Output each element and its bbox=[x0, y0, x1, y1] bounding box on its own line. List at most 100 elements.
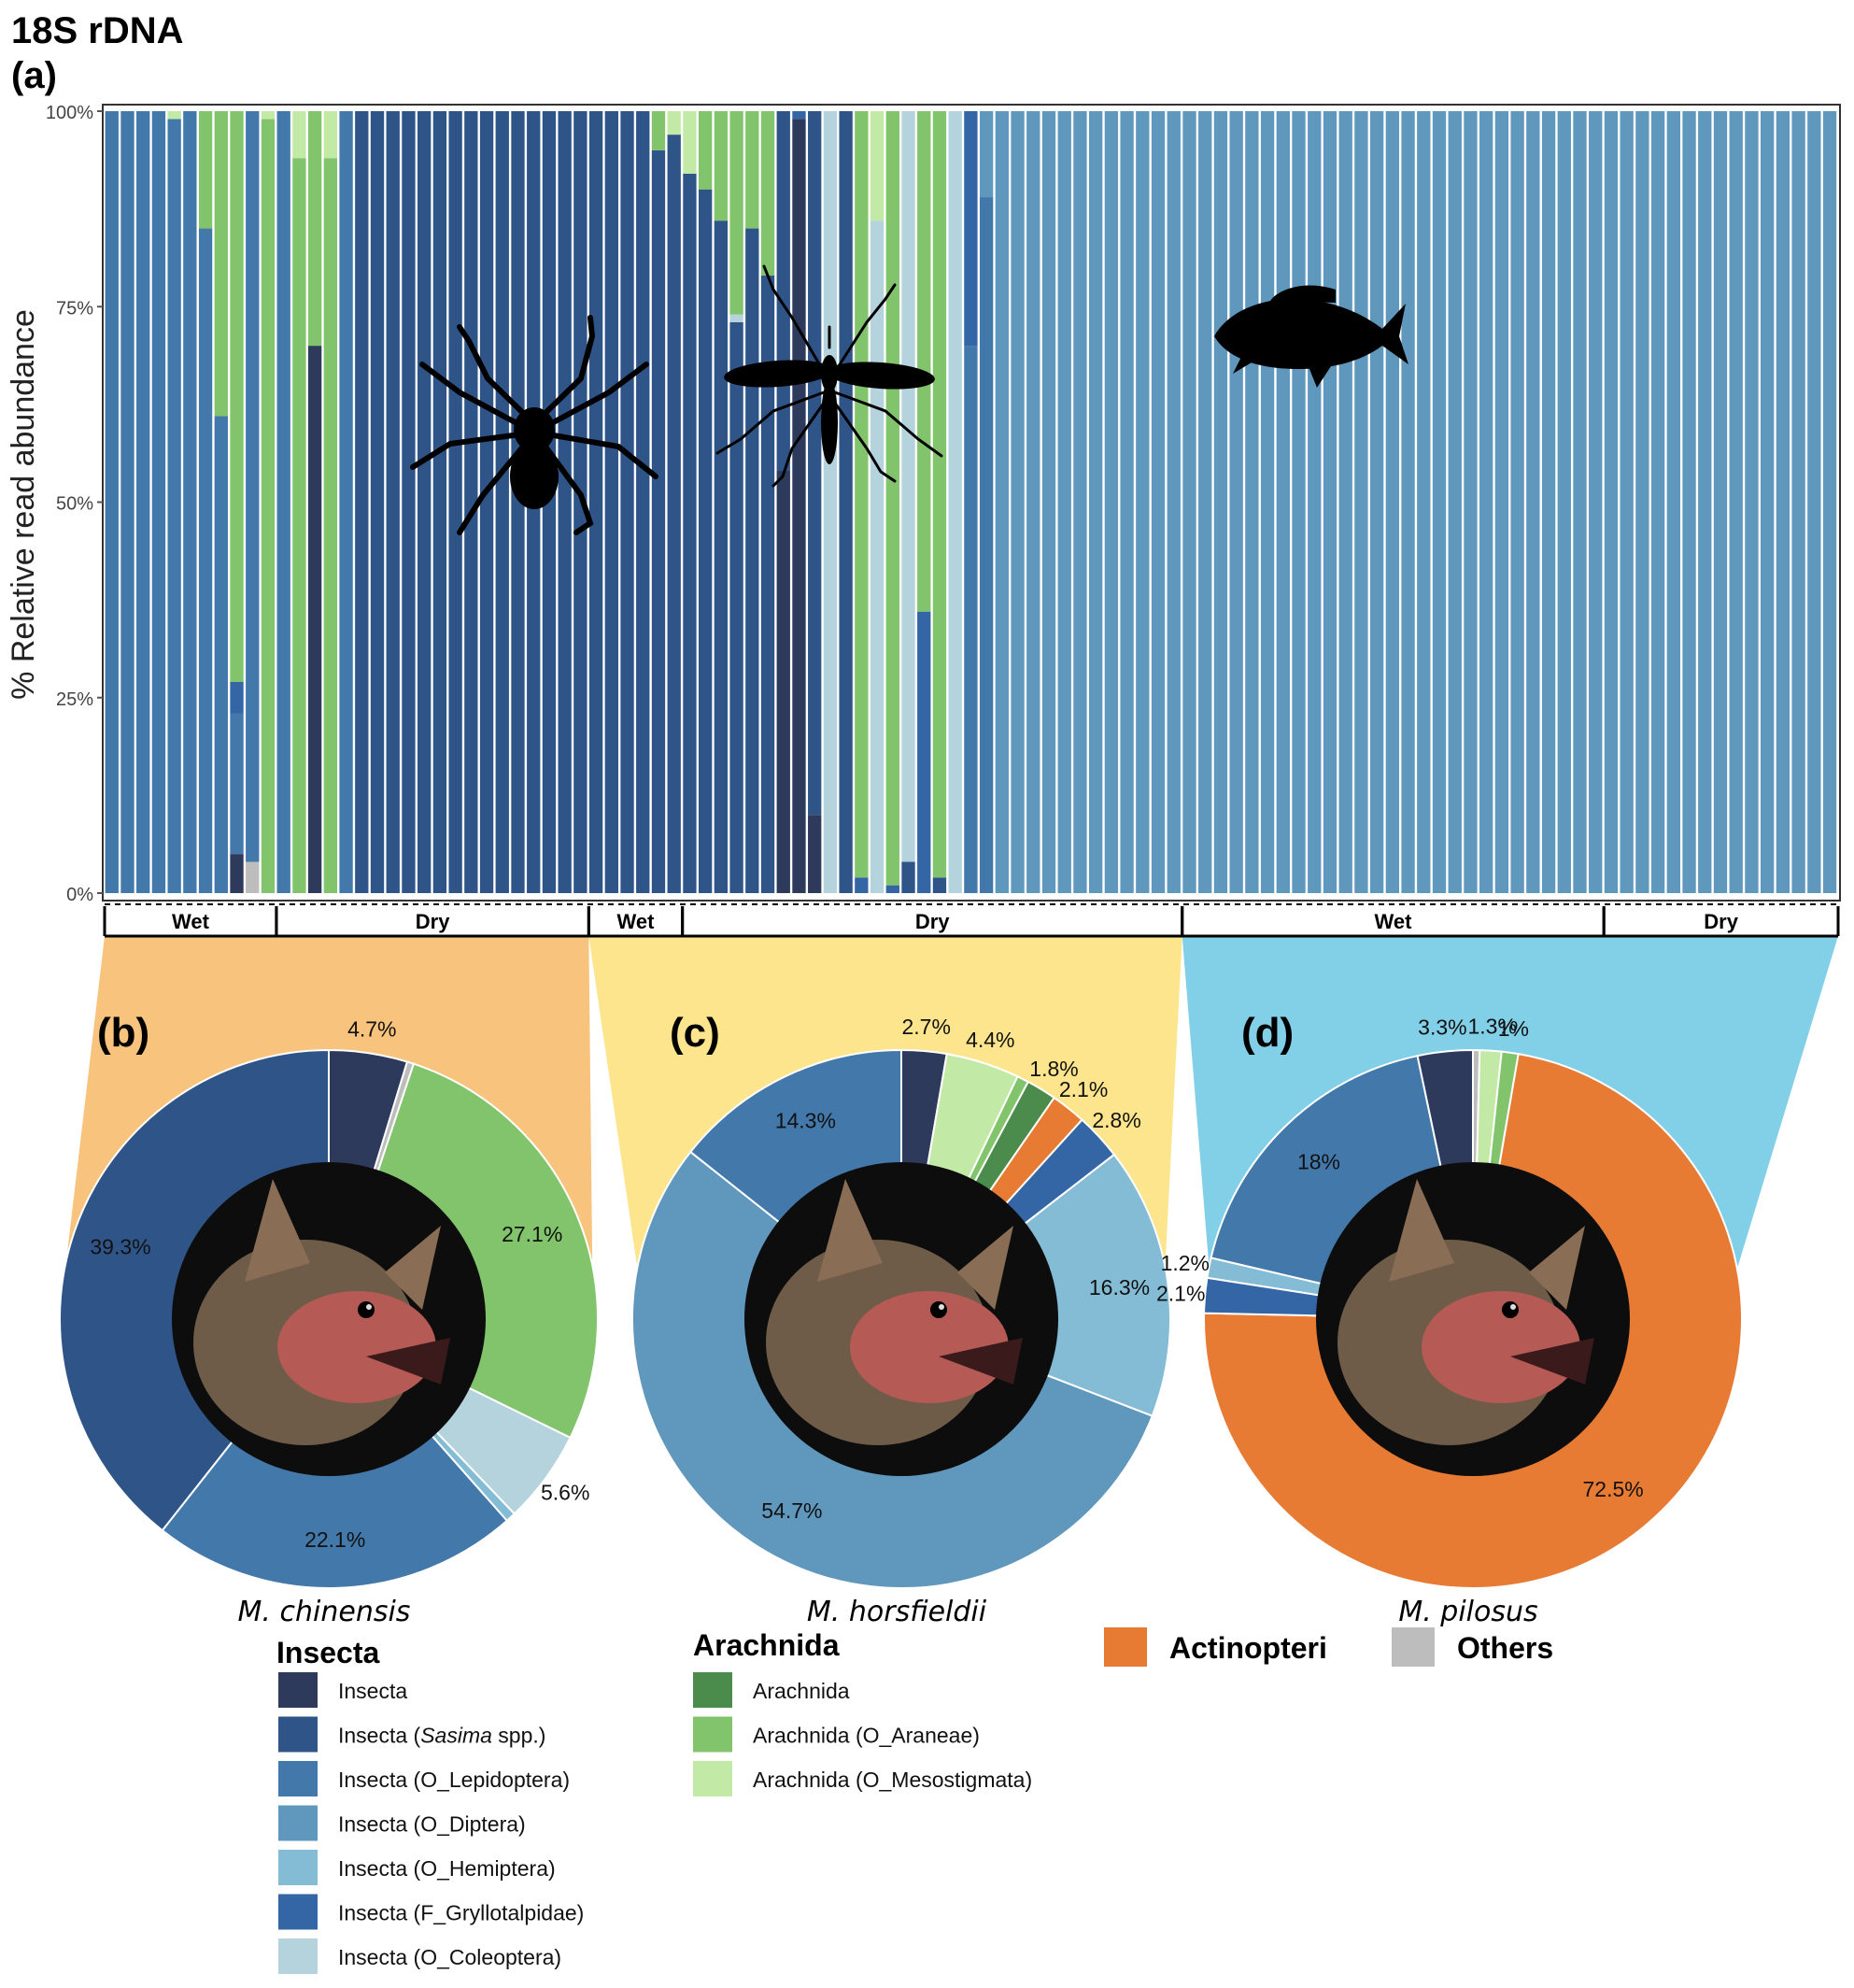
bar-segment-arn bbox=[932, 111, 947, 878]
legend-swatch bbox=[278, 1761, 318, 1796]
bar-segment-sas bbox=[932, 877, 947, 893]
pie-slice-label: 4.4% bbox=[966, 1028, 1014, 1052]
bar-column-60 bbox=[1041, 111, 1056, 893]
bar-segment-dip bbox=[1776, 111, 1790, 893]
bar-segment-sas bbox=[714, 220, 729, 893]
bar-column-50 bbox=[885, 111, 899, 893]
bat-head-illustration bbox=[1337, 1179, 1594, 1445]
bar-column-43 bbox=[776, 111, 790, 893]
bar-column-6 bbox=[198, 111, 213, 894]
legend-title-actinopteri: Actinopteri bbox=[1169, 1631, 1327, 1665]
bar-column-47 bbox=[839, 111, 853, 893]
legend-swatch bbox=[693, 1672, 732, 1708]
legend-label: Insecta (F_Gryllotalpidae) bbox=[338, 1901, 584, 1925]
bar-segment-arn bbox=[292, 158, 306, 894]
bar-segment-sas bbox=[464, 111, 478, 893]
bar-column-84 bbox=[1417, 111, 1431, 893]
bar-segment-dip bbox=[1666, 111, 1680, 893]
bar-segment-gry bbox=[792, 111, 806, 120]
bar-column-58 bbox=[1011, 111, 1025, 893]
pie-slice-label: 1.8% bbox=[1029, 1057, 1078, 1081]
bar-column-95 bbox=[1589, 111, 1603, 893]
bar-column-96 bbox=[1604, 111, 1619, 893]
y-tick-label: 25% bbox=[56, 689, 93, 710]
spider-icon bbox=[410, 315, 658, 535]
bar-column-45 bbox=[808, 111, 822, 893]
bar-column-90 bbox=[1510, 111, 1524, 893]
bar-column-41 bbox=[745, 111, 759, 894]
legend-swatch bbox=[278, 1938, 318, 1974]
bar-segment-dip bbox=[1089, 111, 1103, 893]
bar-segment-lep bbox=[167, 119, 181, 894]
bar-column-91 bbox=[1526, 111, 1540, 893]
legend-item: Insecta (Sasima spp.) bbox=[278, 1716, 545, 1753]
figure-title: 18S rDNA bbox=[11, 10, 184, 51]
bar-segment-arn bbox=[729, 111, 743, 315]
bar-column-23 bbox=[464, 111, 478, 893]
legend-label: Insecta bbox=[338, 1679, 407, 1703]
legend-label: Arachnida bbox=[753, 1679, 850, 1703]
bar-segment-dip bbox=[1323, 111, 1337, 893]
bar-segment-lep bbox=[214, 416, 228, 893]
bar-column-78 bbox=[1323, 111, 1337, 893]
bar-segment-dip bbox=[1650, 111, 1665, 893]
bar-segment-arn bbox=[261, 119, 276, 894]
y-axis-ticks: 0% 25% 50% 75% 100% bbox=[46, 103, 103, 905]
bar-segment-arn bbox=[307, 111, 322, 347]
season-label: Wet bbox=[1374, 910, 1412, 933]
bar-segment-sas bbox=[495, 111, 509, 893]
bar-column-89 bbox=[1494, 111, 1509, 893]
bar-segment-arn bbox=[230, 111, 244, 683]
pie-slice-label: 18% bbox=[1297, 1149, 1340, 1173]
bar-segment-dip bbox=[1369, 111, 1384, 893]
bar-column-57 bbox=[995, 111, 1009, 893]
bar-segment-sas bbox=[432, 111, 447, 893]
pie-slice-label: 2.1% bbox=[1059, 1077, 1108, 1101]
legend-item: Insecta bbox=[278, 1672, 407, 1708]
bar-segment-dip bbox=[1073, 111, 1087, 893]
bar-segment-mes bbox=[870, 111, 885, 221]
bar-segment-dip bbox=[1292, 111, 1306, 893]
bar-column-97 bbox=[1620, 111, 1634, 893]
bar-segment-dip bbox=[1807, 111, 1821, 893]
bar-segment-mes bbox=[292, 111, 306, 159]
bar-column-9 bbox=[246, 111, 260, 893]
bar-column-94 bbox=[1573, 111, 1587, 893]
bar-column-54 bbox=[948, 111, 962, 893]
pie-slice-label: 1.3% bbox=[1467, 1015, 1516, 1039]
pie-slice-label: 2.8% bbox=[1092, 1108, 1140, 1132]
y-tick-label: 50% bbox=[56, 494, 93, 515]
bar-segment-arn bbox=[917, 111, 931, 612]
bar-segment-sas bbox=[745, 228, 759, 894]
bar-segment-dip bbox=[1822, 111, 1837, 893]
bar-segment-sas bbox=[667, 135, 681, 894]
bar-segment-mes bbox=[667, 111, 681, 135]
legend-item: Arachnida bbox=[693, 1672, 850, 1708]
bar-column-81 bbox=[1369, 111, 1384, 893]
pie-slice-label: 16.3% bbox=[1089, 1275, 1150, 1299]
mosquito-icon bbox=[715, 264, 943, 488]
bar-segment-dip bbox=[1276, 111, 1290, 893]
season-label: Dry bbox=[1704, 910, 1738, 933]
season-bracket: Wet Dry Wet Dry Wet Dry bbox=[103, 903, 1840, 938]
bar-segment-sas bbox=[511, 111, 525, 893]
bar-column-52 bbox=[917, 111, 931, 893]
bar-segment-gry bbox=[230, 682, 244, 714]
pie-slice-label: 54.7% bbox=[761, 1498, 822, 1523]
y-axis-label: % Relative read abundance bbox=[6, 309, 41, 700]
bar-segment-arn bbox=[714, 111, 729, 221]
bar-segment-sas bbox=[636, 111, 650, 893]
pie-slice-label: 39.3% bbox=[90, 1235, 150, 1259]
bar-segment-lep bbox=[230, 713, 244, 855]
pie-slice-label: 1% bbox=[1498, 1016, 1529, 1041]
donut-2: 1.3%1% 72.5% 2.1% 1.2% 18% 3.3% (d) M. pilosus bbox=[1156, 1010, 1743, 1628]
donut-0: 4.7% 27.1% 5.6% 22.1% 39.3% (b) M. chinensis bbox=[59, 1010, 599, 1628]
legend-swatch bbox=[693, 1761, 732, 1796]
bar-column-56 bbox=[979, 111, 994, 893]
bar-segment-dip bbox=[1745, 111, 1759, 893]
bar-segment-lep bbox=[151, 111, 166, 893]
bar-segment-lep bbox=[198, 228, 213, 894]
bar-column-109 bbox=[1807, 111, 1821, 893]
bar-column-25 bbox=[495, 111, 509, 893]
